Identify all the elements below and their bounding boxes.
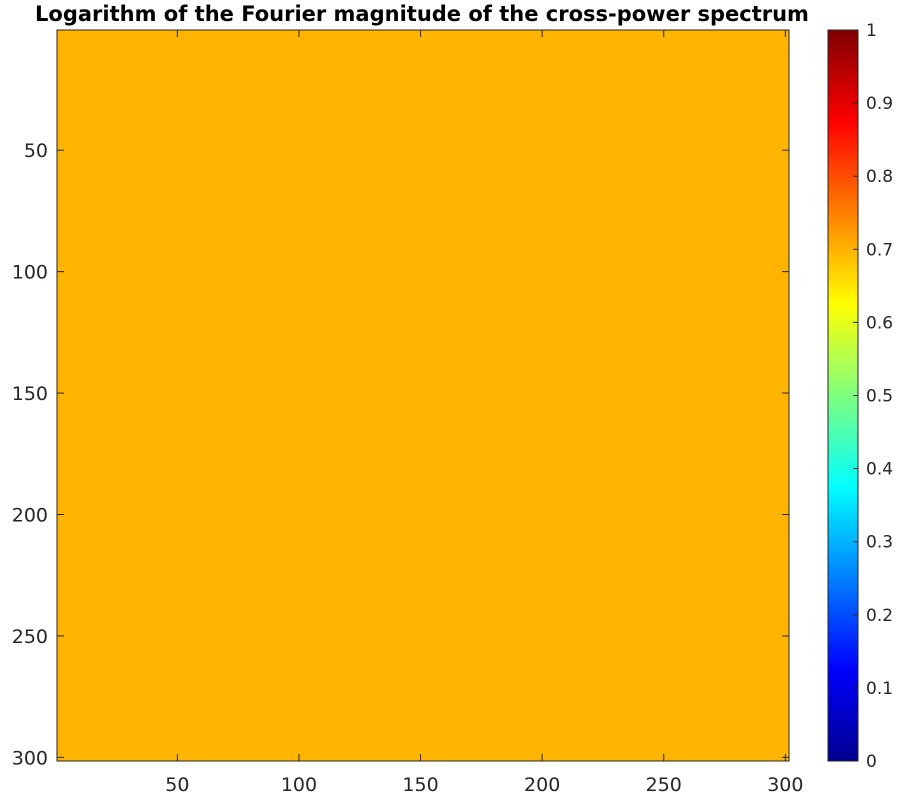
y-tick-label: 50: [24, 140, 48, 162]
y-tick-label: 150: [12, 383, 48, 405]
colorbar-tick-label: 0.6: [866, 313, 893, 333]
colorbar-tick-label: 0.5: [866, 387, 893, 407]
y-tick-label: 100: [12, 262, 48, 284]
y-tick-label: 300: [12, 747, 48, 769]
chart-title: Logarithm of the Fourier magnitude of th…: [35, 2, 809, 26]
colorbar-tick-label: 0.3: [866, 533, 893, 553]
colorbar-tick-label: 0.8: [866, 167, 893, 187]
colorbar-tick-label: 0.4: [866, 460, 893, 480]
colorbar-tick-label: 0.2: [866, 606, 893, 626]
colorbar-tick-label: 0: [866, 752, 877, 772]
x-tick-label: 200: [524, 774, 560, 796]
heatmap-image: [57, 30, 789, 761]
x-axis: 50 100 150 200 250 300: [165, 30, 803, 796]
x-tick-label: 150: [402, 774, 438, 796]
y-axis: 50 100 150 200 250 300: [12, 140, 789, 769]
colorbar-tick-label: 0.1: [866, 679, 893, 699]
y-tick-label: 200: [12, 505, 48, 527]
colorbar-axis: 0 0.1 0.2 0.3 0.4 0.5 0.6 0.7 0.8 0.9 1: [853, 21, 893, 772]
x-tick-label: 300: [767, 774, 803, 796]
plot-area-frame: [56, 29, 790, 762]
colorbar-tick-label: 0.9: [866, 94, 893, 114]
colorbar-tick-label: 0.7: [866, 240, 893, 260]
colorbar-tick-label: 1: [866, 21, 877, 41]
y-tick-label: 250: [12, 626, 48, 648]
x-tick-label: 250: [646, 774, 682, 796]
x-tick-label: 50: [165, 774, 189, 796]
x-tick-label: 100: [281, 774, 317, 796]
